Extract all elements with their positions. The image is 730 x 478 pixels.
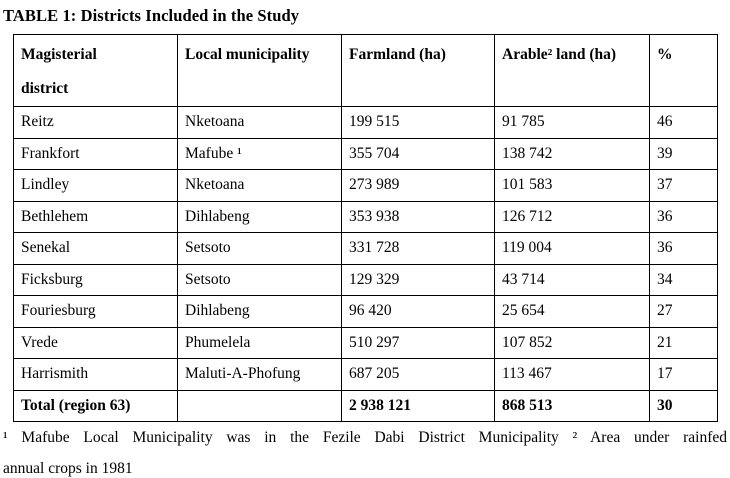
footnote-line-1: ¹ Mafube Local Municipality was in the F… bbox=[3, 429, 727, 446]
cell-municipality: Maluti-A-Phofung bbox=[177, 358, 342, 391]
cell-district: Reitz bbox=[13, 106, 178, 139]
cell-arable: 138 742 bbox=[494, 137, 650, 170]
table-row: Reitz Nketoana 199 515 91 785 46 bbox=[13, 106, 718, 139]
cell-farmland: 510 297 bbox=[341, 326, 495, 359]
cell-percent: 34 bbox=[649, 263, 718, 296]
table-body: Reitz Nketoana 199 515 91 785 46 Frankfort Maf… bbox=[13, 106, 718, 391]
table-row: Senekal Setsoto 331 728 119 004 36 bbox=[13, 232, 718, 265]
cell-farmland: 199 515 bbox=[341, 106, 495, 139]
districts-table: Magisterial district Local municipality … bbox=[13, 34, 718, 422]
table-row: Frankfort Mafube ¹ 355 704 138 742 39 bbox=[13, 137, 718, 170]
header-arable-land: Arable² land (ha) bbox=[494, 34, 650, 107]
cell-district: Frankfort bbox=[13, 137, 178, 170]
cell-district: Senekal bbox=[13, 232, 178, 265]
cell-arable: 119 004 bbox=[494, 232, 650, 265]
cell-arable: 91 785 bbox=[494, 106, 650, 139]
cell-municipality: Dihlabeng bbox=[177, 295, 342, 328]
cell-percent: 46 bbox=[649, 106, 718, 139]
cell-farmland: 96 420 bbox=[341, 295, 495, 328]
footnote-line-2: annual crops in 1981 bbox=[3, 460, 133, 477]
cell-percent: 36 bbox=[649, 232, 718, 265]
cell-municipality: Setsoto bbox=[177, 263, 342, 296]
cell-district: Vrede bbox=[13, 326, 178, 359]
header-farmland: Farmland (ha) bbox=[341, 34, 495, 107]
total-row: Total (region 63) 2 938 121 868 513 30 bbox=[13, 389, 718, 422]
cell-percent: 36 bbox=[649, 200, 718, 233]
footnotes: ¹ Mafube Local Municipality was in the F… bbox=[0, 422, 730, 478]
table-title: TABLE 1: Districts Included in the Study bbox=[3, 6, 300, 25]
cell-percent: 39 bbox=[649, 137, 718, 170]
cell-farmland: 331 728 bbox=[341, 232, 495, 265]
header-magisterial-district: Magisterial district bbox=[13, 34, 178, 107]
table-footer: Total (region 63) 2 938 121 868 513 30 bbox=[13, 389, 718, 422]
cell-arable: 126 712 bbox=[494, 200, 650, 233]
header-row: Magisterial district Local municipality … bbox=[13, 34, 718, 107]
table-row: Bethlehem Dihlabeng 353 938 126 712 36 bbox=[13, 200, 718, 233]
cell-district: Bethlehem bbox=[13, 200, 178, 233]
total-farmland: 2 938 121 bbox=[341, 389, 495, 422]
total-municipality bbox=[177, 389, 342, 422]
cell-farmland: 355 704 bbox=[341, 137, 495, 170]
cell-municipality: Dihlabeng bbox=[177, 200, 342, 233]
cell-municipality: Nketoana bbox=[177, 169, 342, 202]
table-header: Magisterial district Local municipality … bbox=[13, 34, 718, 107]
cell-arable: 113 467 bbox=[494, 358, 650, 391]
cell-district: Harrismith bbox=[13, 358, 178, 391]
cell-municipality: Phumelela bbox=[177, 326, 342, 359]
cell-municipality: Mafube ¹ bbox=[177, 137, 342, 170]
header-percent: % bbox=[649, 34, 718, 107]
total-percent: 30 bbox=[649, 389, 718, 422]
cell-percent: 27 bbox=[649, 295, 718, 328]
header-local-municipality: Local municipality bbox=[177, 34, 342, 107]
table-row: Lindley Nketoana 273 989 101 583 37 bbox=[13, 169, 718, 202]
cell-arable: 107 852 bbox=[494, 326, 650, 359]
table-row: Fouriesburg Dihlabeng 96 420 25 654 27 bbox=[13, 295, 718, 328]
table-row: Harrismith Maluti-A-Phofung 687 205 113 467… bbox=[13, 358, 718, 391]
cell-district: Ficksburg bbox=[13, 263, 178, 296]
cell-farmland: 273 989 bbox=[341, 169, 495, 202]
cell-percent: 17 bbox=[649, 358, 718, 391]
cell-municipality: Nketoana bbox=[177, 106, 342, 139]
cell-percent: 37 bbox=[649, 169, 718, 202]
cell-arable: 25 654 bbox=[494, 295, 650, 328]
total-label: Total (region 63) bbox=[13, 389, 178, 422]
cell-arable: 43 714 bbox=[494, 263, 650, 296]
cell-district: Fouriesburg bbox=[13, 295, 178, 328]
cell-farmland: 353 938 bbox=[341, 200, 495, 233]
cell-farmland: 129 329 bbox=[341, 263, 495, 296]
cell-arable: 101 583 bbox=[494, 169, 650, 202]
cell-farmland: 687 205 bbox=[341, 358, 495, 391]
cell-municipality: Setsoto bbox=[177, 232, 342, 265]
table-row: Vrede Phumelela 510 297 107 852 21 bbox=[13, 326, 718, 359]
cell-district: Lindley bbox=[13, 169, 178, 202]
total-arable: 868 513 bbox=[494, 389, 650, 422]
table-row: Ficksburg Setsoto 129 329 43 714 34 bbox=[13, 263, 718, 296]
cell-percent: 21 bbox=[649, 326, 718, 359]
